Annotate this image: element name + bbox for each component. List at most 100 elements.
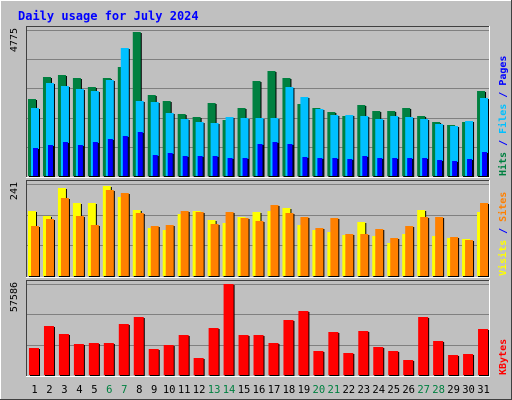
x-tick-label-25: 25 bbox=[387, 384, 400, 396]
bar-pages-day-5 bbox=[92, 142, 98, 176]
bar-kbytes-day-3 bbox=[58, 334, 69, 375]
bar-kbytes-day-19 bbox=[298, 311, 309, 375]
bar-files-day-12 bbox=[195, 122, 204, 176]
bar-pages-day-9 bbox=[152, 155, 158, 176]
bar-files-day-25 bbox=[390, 116, 399, 176]
bar-kbytes-day-25 bbox=[388, 351, 399, 375]
x-tick-label-3: 3 bbox=[61, 384, 67, 396]
bar-files-day-6 bbox=[105, 80, 114, 176]
bar-pages-day-7 bbox=[122, 136, 128, 176]
bar-pages-day-4 bbox=[77, 145, 83, 176]
x-tick-label-31: 31 bbox=[477, 384, 490, 396]
x-tick-label-23: 23 bbox=[357, 384, 370, 396]
bar-pages-day-1 bbox=[33, 148, 38, 176]
x-tick-label-6: 6 bbox=[106, 384, 112, 396]
legend-text: KBytes bbox=[498, 339, 509, 375]
bar-kbytes-day-15 bbox=[238, 335, 249, 375]
bar-pages-day-2 bbox=[47, 145, 53, 176]
bar-sites-day-29 bbox=[450, 237, 459, 276]
legend-hits: Hits bbox=[497, 152, 509, 176]
x-tick-label-10: 10 bbox=[163, 384, 176, 396]
bar-files-day-18 bbox=[285, 87, 294, 176]
x-tick-label-13: 13 bbox=[208, 384, 221, 396]
bar-files-day-4 bbox=[75, 89, 84, 176]
bar-sites-day-27 bbox=[420, 217, 429, 276]
bar-files-day-7 bbox=[120, 48, 129, 176]
bar-sites-day-26 bbox=[405, 226, 414, 276]
x-tick-label-26: 26 bbox=[402, 384, 415, 396]
panel-visits-sites: 241 Visits / Sites bbox=[9, 180, 509, 278]
bar-files-day-31 bbox=[480, 98, 489, 176]
bar-files-day-13 bbox=[210, 123, 219, 176]
bar-sites-day-19 bbox=[300, 217, 309, 276]
bar-pages-day-3 bbox=[62, 142, 68, 176]
ymax-label: 4775 bbox=[9, 28, 20, 52]
bar-files-day-30 bbox=[465, 121, 474, 176]
x-tick-label-22: 22 bbox=[342, 384, 355, 396]
legend-sites: Sites bbox=[497, 192, 509, 222]
x-tick-label-12: 12 bbox=[193, 384, 206, 396]
x-axis: 1 2 3 4 5 6 7 8 9 10 11 12 13 14 15 16 17 18 19 20 21 22 23 24 2… bbox=[31, 384, 490, 396]
x-tick-label-21: 21 bbox=[328, 384, 341, 396]
bar-pages-day-19 bbox=[302, 157, 308, 176]
x-tick-label-11: 11 bbox=[178, 384, 191, 396]
bar-kbytes-day-10 bbox=[163, 345, 174, 375]
bar-sites-day-13 bbox=[210, 224, 219, 276]
bar-pages-day-10 bbox=[167, 153, 173, 176]
x-tick-label-18: 18 bbox=[283, 384, 296, 396]
legend-kbytes: KBytes bbox=[498, 339, 509, 375]
bar-sites-day-23 bbox=[360, 234, 369, 276]
x-tick-label-7: 7 bbox=[121, 384, 127, 396]
bar-pages-day-26 bbox=[407, 158, 413, 176]
legend-visits: Visits bbox=[497, 240, 509, 276]
panel-hits-files-pages: 4775 Hits / Files / Pages bbox=[9, 26, 509, 178]
bar-kbytes-day-7 bbox=[118, 324, 129, 375]
bar-files-day-9 bbox=[150, 102, 159, 176]
bar-pages-day-13 bbox=[212, 156, 218, 176]
bar-kbytes-day-26 bbox=[403, 360, 414, 375]
x-tick-label-17: 17 bbox=[268, 384, 281, 396]
bar-files-day-10 bbox=[165, 113, 174, 176]
bar-kbytes-day-17 bbox=[268, 343, 279, 375]
bar-pages-day-28 bbox=[437, 160, 443, 176]
bar-files-day-22 bbox=[345, 115, 354, 176]
bar-pages-day-8 bbox=[137, 132, 143, 176]
bar-kbytes-day-29 bbox=[448, 355, 459, 375]
bar-kbytes-day-21 bbox=[328, 332, 339, 375]
bar-sites-day-14 bbox=[225, 212, 234, 276]
ymax-label: 57586 bbox=[9, 282, 20, 312]
bar-sites-day-17 bbox=[270, 205, 279, 276]
bar-files-day-15 bbox=[240, 118, 249, 176]
x-tick-label-29: 29 bbox=[447, 384, 460, 396]
x-tick-label-2: 2 bbox=[46, 384, 52, 396]
bar-files-day-26 bbox=[405, 117, 414, 176]
bar-sites-day-9 bbox=[150, 226, 159, 276]
panel-kbytes: 57586 KBytes bbox=[9, 280, 509, 377]
bar-sites-day-16 bbox=[255, 221, 264, 276]
bar-pages-day-30 bbox=[467, 159, 473, 176]
bar-sites-day-5 bbox=[90, 225, 99, 276]
bar-kbytes-day-13 bbox=[208, 328, 219, 375]
bar-pages-day-29 bbox=[452, 161, 458, 176]
x-tick-label-15: 15 bbox=[238, 384, 251, 396]
bar-pages-day-25 bbox=[392, 158, 398, 176]
bar-kbytes-day-11 bbox=[178, 335, 189, 375]
x-tick-label-8: 8 bbox=[136, 384, 142, 396]
bar-kbytes-day-14 bbox=[223, 284, 234, 375]
x-tick-label-16: 16 bbox=[253, 384, 266, 396]
legend-pages: Pages bbox=[498, 56, 509, 86]
bar-pages-day-17 bbox=[272, 142, 278, 176]
bar-sites-day-1 bbox=[31, 226, 39, 276]
bar-kbytes-day-23 bbox=[358, 331, 369, 375]
bar-pages-day-11 bbox=[182, 156, 188, 176]
legend-hits-files-pages: Hits / Files / Pages bbox=[497, 56, 509, 176]
bar-pages-day-27 bbox=[422, 158, 428, 176]
x-tick-label-9: 9 bbox=[151, 384, 157, 396]
bar-files-day-11 bbox=[180, 119, 189, 176]
bar-sites-day-18 bbox=[285, 213, 294, 276]
bar-kbytes-day-24 bbox=[373, 347, 384, 375]
bar-files-day-20 bbox=[315, 109, 324, 176]
x-tick-label-1: 1 bbox=[31, 384, 37, 396]
bar-kbytes-day-8 bbox=[133, 317, 144, 375]
ymax-label: 241 bbox=[9, 182, 20, 200]
